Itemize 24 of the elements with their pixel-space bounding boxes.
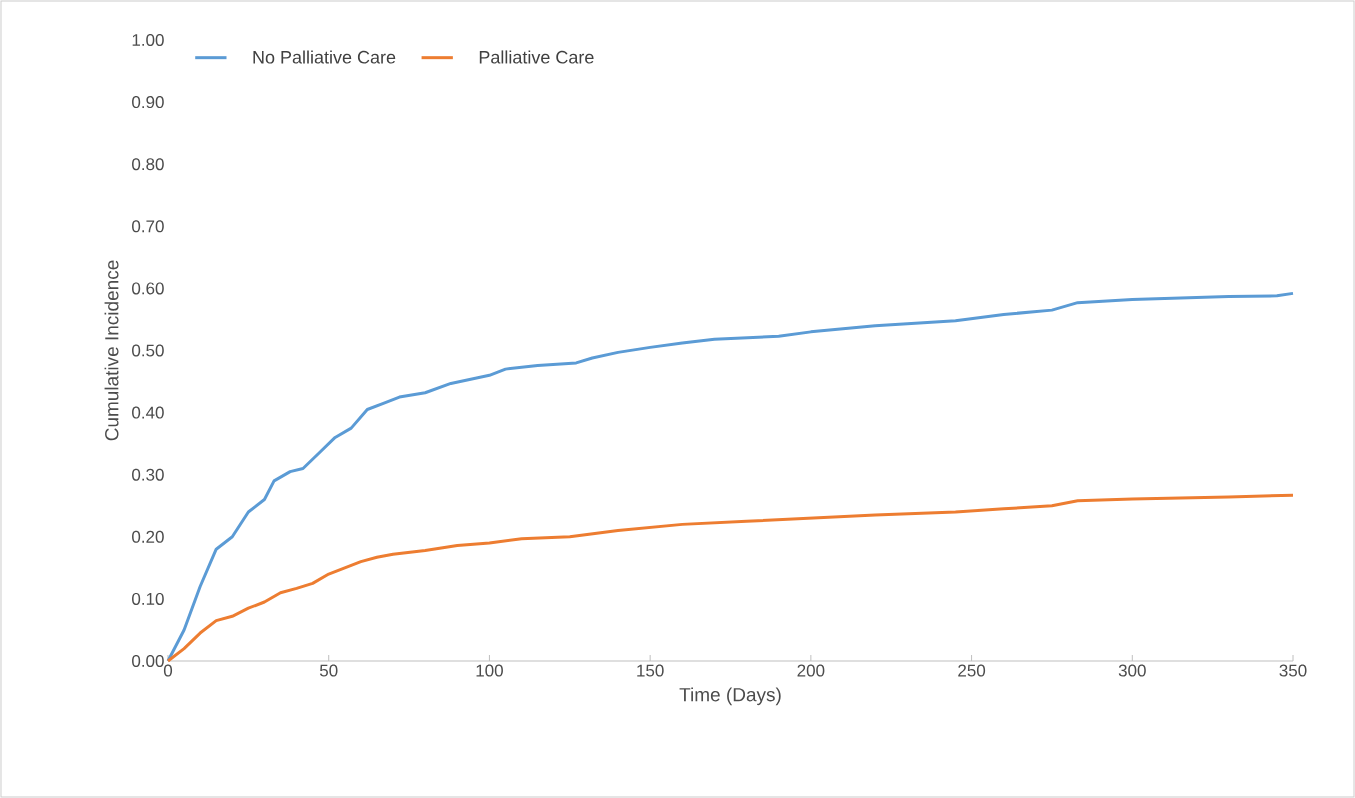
y-axis-title: Cumulative Incidence (104, 260, 119, 441)
x-tick-label: 0 (163, 664, 173, 677)
x-tick-label: 250 (958, 664, 986, 677)
y-tick-label: 0.70 (132, 220, 164, 233)
x-tick-label: 50 (319, 664, 338, 677)
x-tick-label: 300 (1118, 664, 1146, 677)
legend-label: Palliative Care (479, 50, 594, 64)
y-tick-label: 0.50 (132, 344, 164, 357)
y-tick-label: 0.30 (132, 468, 164, 481)
x-axis-title: Time (Days) (679, 687, 781, 706)
x-tick-label: 200 (797, 664, 825, 677)
y-tick-label: 0.60 (132, 282, 164, 295)
line-series (166, 291, 1295, 663)
x-tick-label: 150 (637, 664, 664, 677)
y-tick-label: 0.80 (132, 158, 164, 171)
y-tick-label: 0.00 (132, 654, 164, 668)
y-tick-label: 0.10 (132, 592, 164, 605)
y-tick-label: 0.40 (132, 406, 164, 419)
y-tick-label: 0.20 (132, 530, 164, 543)
x-tick-label: 350 (1279, 664, 1307, 677)
legend-label: No Palliative Care (253, 50, 396, 64)
y-tick-label: 0.90 (132, 96, 164, 109)
x-tick-label: 100 (476, 664, 503, 677)
y-tick-label: 1.00 (132, 33, 164, 47)
